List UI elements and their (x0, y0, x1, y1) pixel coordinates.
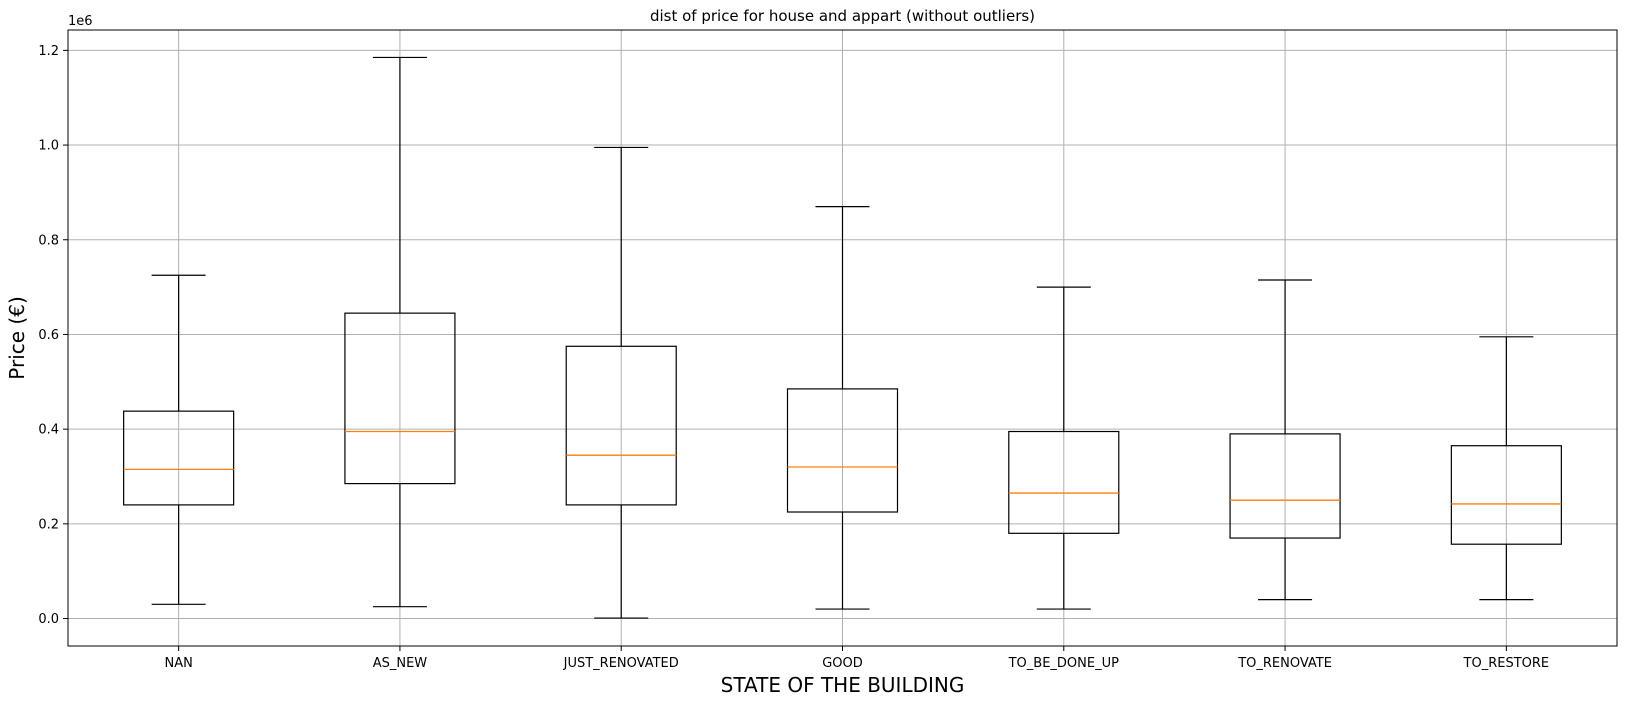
box-nan (123, 274, 235, 605)
x-tick-label: TO_RENOVATE (1237, 656, 1332, 671)
y-axis-title: Price (€) (5, 296, 29, 379)
y-axis-scale-label: 1e6 (68, 14, 93, 29)
iqr-box (1450, 445, 1562, 545)
axis-ticks: 0.0 0.2 0.4 0.6 0.8 1.0 1.2 NAN AS_NEW JUST_RENOV… (38, 44, 1549, 671)
y-tick-label: 1.0 (38, 139, 59, 154)
y-tick-label: 1.2 (38, 44, 59, 59)
box-just-renovated (565, 146, 677, 619)
y-tick-label: 0.8 (38, 233, 59, 248)
iqr-box (1229, 433, 1341, 539)
x-tick-label: AS_NEW (373, 656, 428, 671)
x-tick-label: JUST_RENOVATED (563, 656, 679, 671)
box-to-restore (1450, 336, 1562, 601)
iqr-box (123, 410, 235, 506)
iqr-box (786, 388, 899, 513)
x-axis-title: STATE OF THE BUILDING (721, 673, 965, 697)
box-series (123, 56, 1562, 619)
box-as-new (344, 56, 456, 608)
y-tick-label: 0.6 (38, 328, 59, 343)
x-tick-label: TO_RESTORE (1463, 656, 1550, 671)
iqr-box (1008, 430, 1120, 534)
y-tick-label: 0.2 (38, 517, 59, 532)
y-tick-label: 0.0 (38, 612, 59, 627)
iqr-box (565, 345, 677, 506)
x-tick-label: GOOD (822, 656, 863, 671)
chart-title: dist of price for house and appart (with… (650, 7, 1035, 25)
x-tick-label: NAN (164, 656, 192, 671)
box-good (786, 206, 899, 610)
box-to-renovate (1229, 279, 1341, 601)
x-tick-label: TO_BE_DONE_UP (1008, 656, 1120, 671)
iqr-box (344, 312, 456, 485)
box-to-be-done-up (1008, 286, 1120, 610)
y-tick-label: 0.4 (38, 423, 59, 438)
